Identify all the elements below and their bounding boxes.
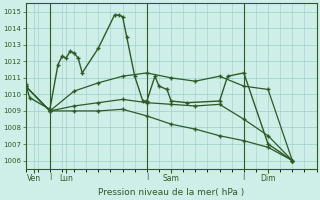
- X-axis label: Pression niveau de la mer( hPa ): Pression niveau de la mer( hPa ): [98, 188, 244, 197]
- Text: |: |: [49, 173, 51, 180]
- Text: |: |: [243, 173, 245, 180]
- Text: |: |: [146, 173, 148, 180]
